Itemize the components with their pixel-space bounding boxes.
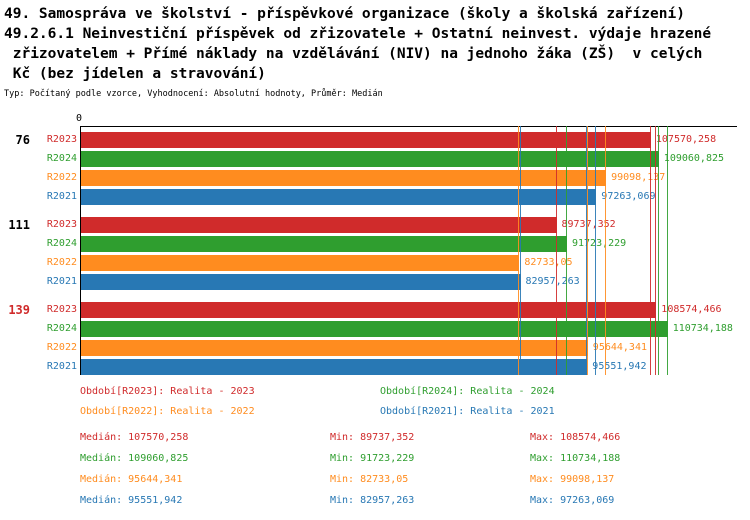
series-label-r2021: R2021 — [46, 191, 77, 202]
bar-r2024-group-111 — [81, 236, 567, 252]
bar-value-label: 89737,352 — [561, 219, 616, 230]
legend-item-r2022: Období[R2022]: Realita - 2022 — [80, 406, 255, 417]
stat-median-r2022: Medián: 95644,341 — [80, 474, 183, 485]
y-axis-line — [80, 126, 81, 375]
marker-line-median-r2023 — [649, 126, 651, 375]
series-label-r2024: R2024 — [46, 323, 77, 334]
bar-value-label: 82957,263 — [525, 276, 580, 287]
bar-r2024-group-139 — [81, 321, 668, 337]
marker-line-max-r2022 — [605, 126, 607, 375]
bar-value-label: 110734,188 — [672, 323, 733, 334]
horizontal-bar-chart: 0 76 R2023 107570,258 R2024 109060,825 R2022 99… — [0, 108, 750, 382]
series-label-r2021: R2021 — [46, 361, 77, 372]
marker-line-median-r2021 — [586, 126, 588, 375]
legend-item-r2024: Období[R2024]: Realita - 2024 — [380, 386, 555, 397]
bar-value-label: 107570,258 — [655, 134, 717, 145]
report-title-line-4: Kč (bez jídelen a stravování) — [4, 66, 266, 82]
bar-r2023-group-111 — [81, 217, 557, 233]
bar-value-label: 97263,069 — [601, 191, 656, 202]
bar-value-label: 99098,137 — [611, 172, 666, 183]
stat-max-r2023: Max: 108574,466 — [530, 432, 621, 443]
x-axis-line — [80, 126, 737, 127]
bar-r2024-group-76 — [81, 151, 659, 167]
stat-median-r2023: Medián: 107570,258 — [80, 432, 189, 443]
bar-r2021-group-111 — [81, 274, 521, 290]
series-label-r2023: R2023 — [46, 304, 77, 315]
bar-r2022-group-111 — [81, 255, 520, 271]
stat-max-r2024: Max: 110734,188 — [530, 453, 621, 464]
marker-line-max-r2024 — [666, 126, 668, 375]
marker-line-median-r2024 — [657, 126, 659, 375]
series-label-r2022: R2022 — [46, 172, 77, 183]
bar-r2023-group-139 — [81, 302, 657, 318]
series-label-r2022: R2022 — [46, 342, 77, 353]
series-label-r2024: R2024 — [46, 153, 77, 164]
bar-value-label: 82733,05 — [524, 257, 573, 268]
report-title-line-2: 49.2.6.1 Neinvestiční příspěvek od zřizo… — [4, 26, 712, 42]
report-title-line-3: zřizovatelem + Přímé náklady na vzdělává… — [4, 46, 703, 62]
bar-value-label: 109060,825 — [663, 153, 725, 164]
marker-line-max-r2021 — [595, 126, 597, 375]
stat-min-r2023: Min: 89737,352 — [330, 432, 415, 443]
x-axis-zero-label: 0 — [76, 113, 83, 124]
marker-line-min-r2021 — [519, 126, 521, 375]
group-label-76: 76 — [15, 133, 30, 147]
marker-line-min-r2023 — [555, 126, 557, 375]
marker-line-max-r2023 — [655, 126, 657, 375]
report-title-line-1: 49. Samospráva ve školství - příspěvkové… — [4, 6, 685, 22]
bar-value-label: 95644,341 — [592, 342, 647, 353]
stat-median-r2024: Medián: 109060,825 — [80, 453, 189, 464]
stat-max-r2022: Max: 99098,137 — [530, 474, 615, 485]
stat-min-r2024: Min: 91723,229 — [330, 453, 415, 464]
bar-r2023-group-76 — [81, 132, 651, 148]
series-label-r2024: R2024 — [46, 238, 77, 249]
series-label-r2023: R2023 — [46, 134, 77, 145]
stat-min-r2022: Min: 82733,05 — [330, 474, 409, 485]
series-label-r2022: R2022 — [46, 257, 77, 268]
marker-line-min-r2024 — [566, 126, 567, 375]
bar-value-label: 91723,229 — [572, 238, 627, 249]
stat-max-r2021: Max: 97263,069 — [530, 495, 615, 506]
stat-min-r2021: Min: 82957,263 — [330, 495, 415, 506]
legend-item-r2023: Období[R2023]: Realita - 2023 — [80, 386, 255, 397]
bar-r2021-group-76 — [81, 189, 597, 205]
bar-value-label: 95551,942 — [592, 361, 647, 372]
report-meta-line: Typ: Počítaný podle vzorce, Vyhodnocení:… — [4, 89, 383, 99]
legend-item-r2021: Období[R2021]: Realita - 2021 — [380, 406, 555, 417]
group-label-139: 139 — [8, 303, 30, 317]
series-label-r2021: R2021 — [46, 276, 77, 287]
bar-r2022-group-139 — [81, 340, 588, 356]
marker-line-min-r2022 — [518, 126, 520, 375]
series-label-r2023: R2023 — [46, 219, 77, 230]
bar-r2021-group-139 — [81, 359, 588, 375]
stat-median-r2021: Medián: 95551,942 — [80, 495, 183, 506]
bar-r2022-group-76 — [81, 170, 607, 186]
group-label-111: 111 — [8, 218, 30, 232]
bar-value-label: 108574,466 — [661, 304, 722, 315]
marker-line-median-r2022 — [586, 126, 588, 375]
